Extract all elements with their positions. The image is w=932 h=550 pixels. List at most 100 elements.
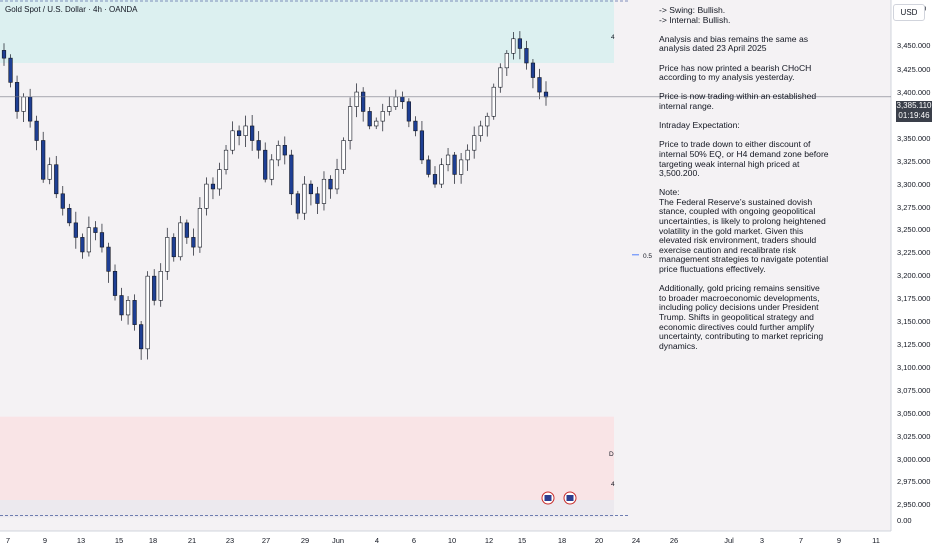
candle (93, 221, 98, 241)
candle (387, 96, 392, 116)
candle (439, 158, 444, 188)
candle-body (204, 183, 209, 209)
candle-body (295, 193, 300, 214)
candle-body (125, 300, 131, 316)
candle-body (328, 178, 333, 190)
candle (139, 321, 144, 360)
candle-body (321, 178, 327, 204)
intraday-heading: Intraday Expectation: (659, 120, 740, 131)
x-tick-label: 3 (760, 536, 764, 545)
candle (223, 144, 229, 175)
candle (341, 137, 346, 174)
candle-body (184, 222, 189, 238)
candle-body (171, 237, 176, 258)
candle (204, 177, 209, 216)
y-tick-label: 3,400.000 (897, 88, 930, 97)
y-tick-label: 3,225.000 (897, 248, 930, 257)
candle (465, 144, 470, 171)
time-scale-background[interactable] (0, 531, 891, 550)
candle (380, 103, 385, 132)
candle (152, 269, 157, 306)
candle-body (73, 222, 78, 238)
y-tick-label: 0.00 (897, 516, 912, 525)
event-flag-body (566, 495, 574, 501)
candle-body (413, 120, 418, 132)
candle-body (445, 154, 451, 166)
candle (282, 136, 287, 165)
candle (28, 88, 33, 128)
candle-body (21, 96, 26, 112)
candle (354, 83, 359, 118)
y-tick-label: 2,975.000 (897, 477, 930, 486)
candle-body (256, 140, 261, 151)
candle (459, 153, 464, 184)
y-tick-label: 3,450.000 (897, 41, 930, 50)
candle-body (112, 271, 118, 296)
y-tick-label: 3,300.000 (897, 180, 930, 189)
x-tick-label: 13 (77, 536, 85, 545)
candle-body (289, 154, 294, 195)
candle-body (60, 193, 65, 209)
x-tick-label: 7 (6, 536, 10, 545)
candle-body (139, 324, 144, 350)
candle-body (517, 38, 522, 49)
candle (432, 166, 438, 188)
price-scale-background[interactable] (891, 0, 932, 550)
candle (34, 115, 39, 151)
y-tick-label: 3,350.000 (897, 134, 930, 143)
x-tick-label: 23 (226, 536, 234, 545)
candle (119, 287, 124, 321)
candle (256, 131, 261, 159)
bar-countdown: 01:19:46 (898, 111, 930, 120)
candle (145, 271, 150, 360)
y-tick-label: 3,250.000 (897, 225, 930, 234)
calendar-event-icon[interactable] (541, 491, 555, 505)
candle-body (459, 159, 464, 175)
candle-body (41, 140, 46, 180)
event-flag-body (544, 495, 552, 501)
currency-button[interactable]: USD (893, 4, 925, 21)
candle (80, 233, 85, 259)
current-price-badge: 3,385.110 01:19:46 (896, 101, 932, 122)
candle-body (380, 111, 385, 122)
y-tick-label: 3,125.000 (897, 340, 930, 349)
y-tick-label: 2,950.000 (897, 500, 930, 509)
x-tick-label: 29 (301, 536, 309, 545)
x-tick-label: 6 (412, 536, 416, 545)
candle-body (367, 111, 372, 127)
candle (315, 186, 320, 214)
candle (393, 89, 398, 110)
candle-body (47, 164, 52, 180)
candle-body (491, 86, 496, 117)
candle (445, 147, 451, 172)
candle-body (347, 106, 353, 141)
candle (321, 171, 327, 211)
candle (67, 203, 72, 227)
candle (517, 31, 522, 60)
candle (263, 142, 268, 183)
analysis-paragraph-5: Price to trade down to either discount o… (659, 139, 829, 179)
candle (99, 223, 105, 253)
x-tick-label: 15 (115, 536, 123, 545)
candle-body (308, 183, 314, 195)
candle (269, 154, 274, 186)
candle (210, 177, 216, 200)
candle-body (230, 130, 235, 151)
candle-body (263, 149, 268, 180)
candle (106, 242, 111, 283)
candle-body (191, 237, 196, 248)
candle (419, 121, 425, 164)
demand-zone (0, 499, 614, 518)
candle (178, 216, 183, 261)
candle-body (426, 159, 431, 175)
x-tick-label: 4 (375, 536, 379, 545)
candle (60, 186, 65, 216)
swing-bias-line: -> Swing: Bullish. (659, 5, 726, 15)
calendar-event-icon[interactable] (563, 491, 577, 505)
candle-body (1, 50, 7, 59)
candle (511, 32, 516, 60)
candle-body (152, 275, 157, 301)
candle (472, 126, 477, 159)
